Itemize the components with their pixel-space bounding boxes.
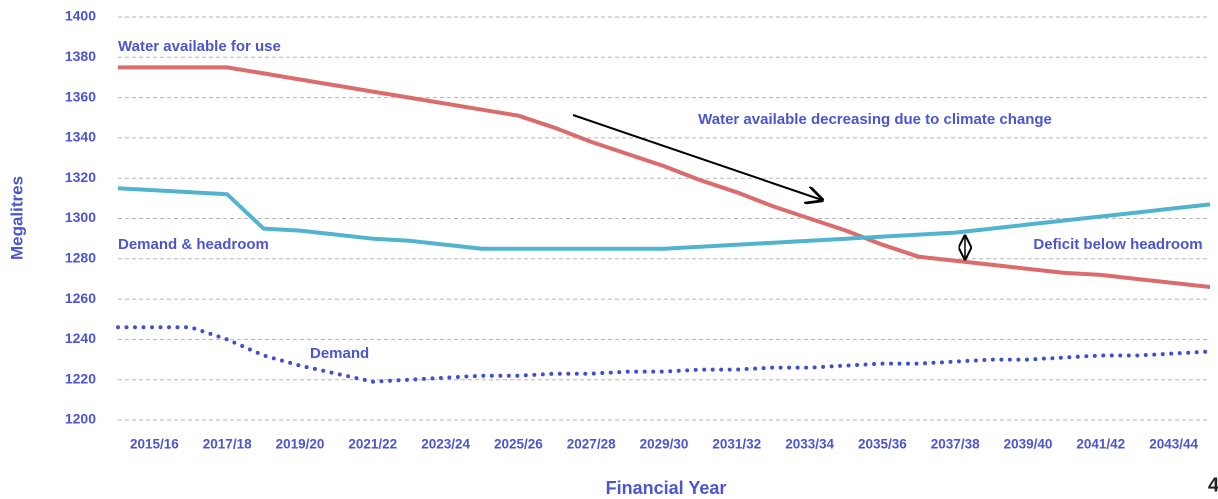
series-label: Demand & headroom [118,236,269,253]
x-tick-label: 2015/16 [130,437,179,452]
y-tick-label: 1380 [65,48,96,64]
series-label: Demand [310,345,369,362]
x-tick-label: 2019/20 [276,437,325,452]
x-tick-label: 2035/36 [858,437,907,452]
x-tick-label: 2021/22 [348,437,397,452]
annotation: Deficit below headroom [1033,236,1202,253]
x-tick-label: 2031/32 [712,437,761,452]
x-tick-label: 2043/44 [1149,437,1198,452]
x-tick-label: 2027/28 [567,437,616,452]
trend-arrow [572,114,822,200]
series-label: Water available for use [118,38,281,55]
x-tick-label: 2041/42 [1076,437,1125,452]
x-tick-label: 2023/24 [421,437,470,452]
x-tick-label: 2037/38 [931,437,980,452]
y-tick-label: 1320 [65,169,96,185]
series-line [118,65,1211,289]
x-tick-label: 2025/26 [494,437,543,452]
series-line [116,325,1212,384]
y-axis-label: Megalitres [7,176,26,260]
series-line [117,186,1211,251]
y-tick-label: 1300 [65,209,96,225]
annotation: Water available decreasing due to climat… [698,111,1052,128]
y-tick-label: 1280 [65,250,96,266]
x-tick-label: 2029/30 [640,437,689,452]
y-tick-label: 1260 [65,290,96,306]
y-tick-label: 1200 [65,411,96,427]
x-tick-label: 2039/40 [1004,437,1053,452]
y-tick-label: 1340 [65,129,96,145]
x-tick-label: 2033/34 [785,437,834,452]
y-tick-label: 1220 [65,370,96,386]
y-tick-label: 1360 [65,88,96,104]
y-tick-label: 1240 [65,330,96,346]
x-tick-label: 2017/18 [203,437,252,452]
y-tick-label: 1400 [65,8,96,24]
page-number: 4 [1208,474,1218,496]
x-axis-label: Financial Year [606,478,727,498]
